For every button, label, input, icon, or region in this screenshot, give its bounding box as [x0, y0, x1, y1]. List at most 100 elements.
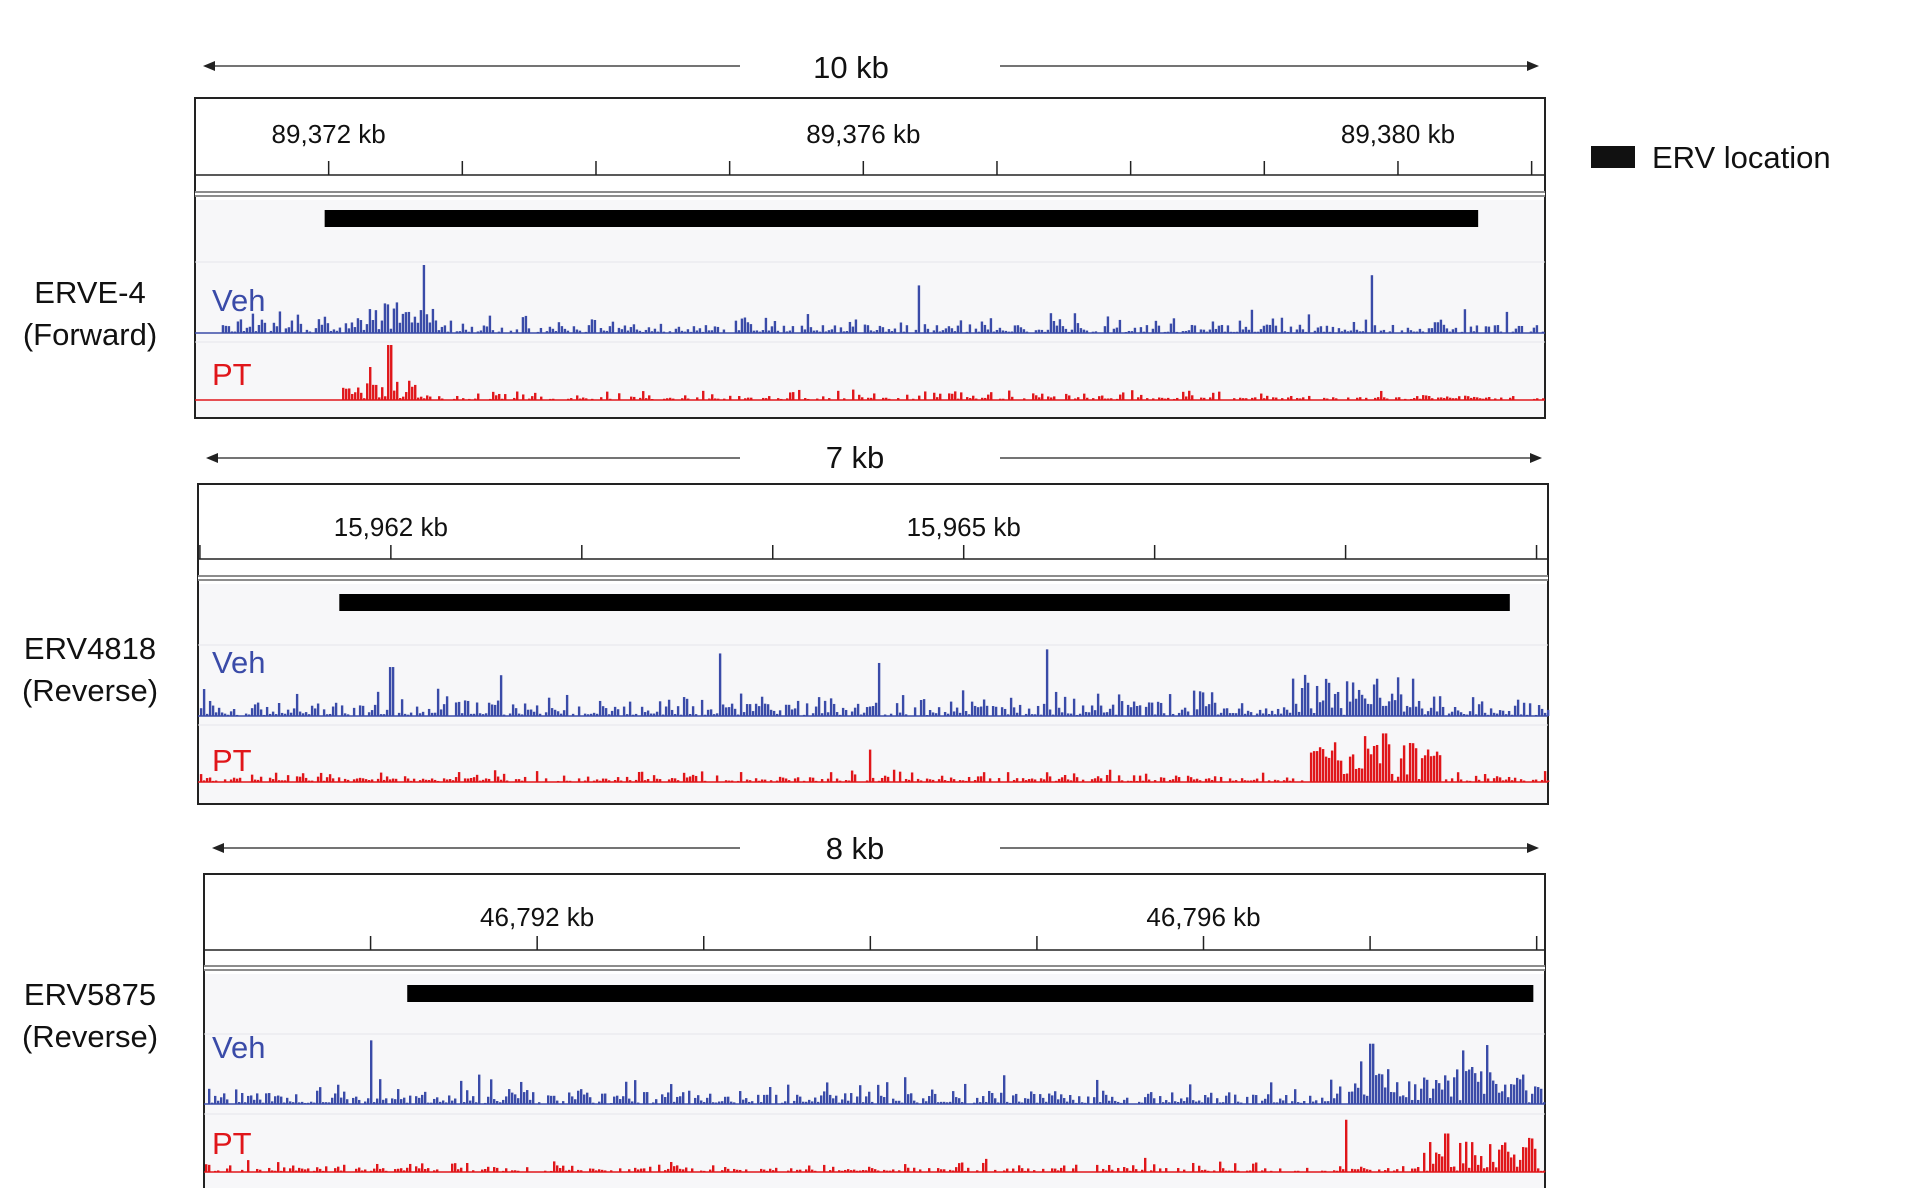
coverage-bar [1261, 1100, 1264, 1104]
coverage-bar [1213, 776, 1217, 782]
coverage-bar [1495, 776, 1499, 782]
coverage-bar [623, 325, 627, 333]
coverage-bar [562, 1165, 565, 1172]
coverage-bar [463, 1102, 466, 1104]
coverage-bar [1144, 773, 1148, 782]
coverage-bar [862, 712, 866, 716]
coverage-bar [775, 713, 779, 716]
coverage-bar [280, 1096, 283, 1104]
coverage-bar [805, 1169, 808, 1172]
coverage-bar [1492, 712, 1496, 716]
coverage-bar [572, 326, 576, 333]
coverage-bar [733, 708, 737, 716]
coverage-bar [1537, 1087, 1540, 1104]
coverage-bar [1138, 1101, 1141, 1104]
coverage-bar [1402, 745, 1406, 782]
coverage-bar [331, 706, 335, 716]
coverage-bar [1099, 778, 1103, 782]
coverage-bar [415, 706, 419, 716]
coverage-bar [379, 772, 383, 782]
coverage-bar [1400, 330, 1404, 333]
coverage-bar [556, 780, 560, 782]
coverage-bar [583, 780, 587, 782]
coverage-bar [424, 779, 428, 782]
coverage-bar [895, 703, 899, 716]
coverage-bar [862, 1169, 865, 1172]
coverage-bar [880, 777, 884, 782]
coverage-bar [415, 1096, 418, 1104]
coverage-bar [1220, 324, 1224, 333]
coverage-bar [392, 308, 396, 333]
coverage-bar [1331, 326, 1335, 333]
coverage-bar [1276, 708, 1280, 716]
coverage-bar [739, 693, 743, 716]
coverage-bar [1493, 325, 1497, 333]
coverage-bar [400, 1099, 403, 1104]
coverage-bar [964, 711, 968, 716]
coverage-bar [829, 1170, 832, 1172]
coverage-bar [1519, 779, 1523, 782]
coverage-bar [1018, 1101, 1021, 1104]
coverage-bar [618, 393, 621, 400]
coverage-bar [1035, 395, 1038, 400]
coverage-bar [277, 1095, 280, 1104]
coverage-bar [1342, 773, 1346, 782]
coverage-bar [427, 708, 431, 716]
coverage-bar [1346, 331, 1350, 333]
coverage-bar [427, 1102, 430, 1104]
ruler-tick-label: 15,962 kb [334, 512, 448, 542]
coverage-bar [814, 706, 818, 716]
coverage-bar [595, 1170, 598, 1172]
coverage-bar [601, 706, 605, 716]
coverage-bar [1267, 713, 1271, 716]
coverage-bar [286, 709, 290, 716]
coverage-bar [1294, 1089, 1297, 1104]
coverage-bar [248, 326, 252, 333]
coverage-bar [1060, 777, 1064, 782]
coverage-bar [1513, 1084, 1516, 1104]
coverage-bar [394, 1169, 397, 1172]
coverage-bar [1267, 1094, 1270, 1104]
coverage-bar [1525, 1090, 1528, 1104]
coverage-bar [1330, 750, 1334, 782]
coverage-bar [1336, 691, 1340, 716]
coverage-bar [611, 321, 615, 333]
coverage-bar [889, 1170, 892, 1172]
coverage-bar [1231, 1170, 1234, 1172]
coverage-bar [1188, 390, 1191, 400]
coverage-bar [706, 1097, 709, 1104]
coverage-bar [1345, 681, 1349, 716]
coverage-bar [787, 780, 791, 782]
coverage-bar [938, 331, 942, 333]
coverage-bar [1486, 1167, 1489, 1172]
coverage-bar [547, 697, 551, 716]
coverage-bar [850, 711, 854, 716]
coverage-bar [734, 320, 738, 333]
coverage-bar [1339, 1086, 1342, 1104]
coverage-bar [326, 323, 330, 333]
coverage-bar [475, 702, 479, 716]
veh-coverage-track [195, 265, 1545, 334]
coverage-bar [839, 327, 843, 333]
coverage-bar [400, 699, 404, 716]
coverage-bar [382, 1168, 385, 1172]
coverage-bar [433, 1170, 436, 1172]
veh-coverage-track [204, 1040, 1546, 1105]
coverage-bar [643, 1168, 646, 1172]
coverage-bar [608, 326, 612, 333]
coverage-bar [208, 1088, 211, 1104]
coverage-bar [1261, 772, 1265, 782]
coverage-bar [1015, 1093, 1018, 1104]
coverage-bar [497, 331, 501, 333]
coverage-bar [1453, 1077, 1456, 1104]
coverage-bar [520, 1081, 523, 1104]
coverage-bar [367, 712, 371, 716]
coverage-bar [1417, 700, 1421, 716]
coverage-bar [368, 309, 372, 333]
coverage-bar [1015, 712, 1019, 716]
coverage-bar [1501, 1091, 1504, 1104]
coverage-bar [865, 1096, 868, 1104]
coverage-bar [496, 700, 500, 716]
coverage-bar [757, 1094, 760, 1104]
coverage-bar [607, 714, 611, 716]
